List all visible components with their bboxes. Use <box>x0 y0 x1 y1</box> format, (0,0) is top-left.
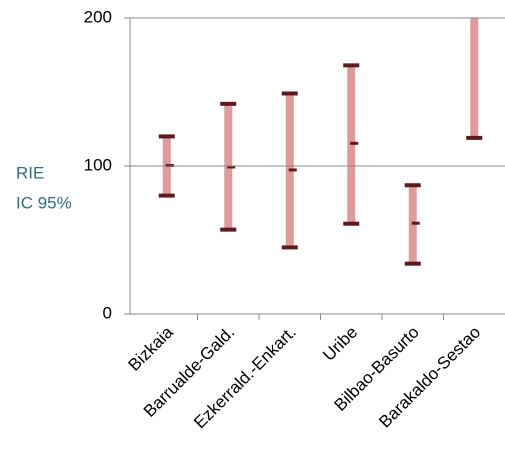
estimate-marker <box>227 165 236 169</box>
estimate-marker <box>350 141 359 145</box>
low-marker <box>281 245 298 250</box>
high-marker <box>220 101 237 106</box>
high-marker <box>404 183 421 188</box>
estimate-marker <box>411 221 420 225</box>
y-axis-title: RIE <box>16 163 44 182</box>
low-marker <box>404 261 421 266</box>
y-tick-label: 200 <box>84 7 112 26</box>
estimate-marker <box>473 1 481 4</box>
estimate-marker <box>288 168 297 172</box>
range-bar <box>470 18 479 138</box>
low-marker <box>466 135 483 140</box>
high-marker <box>158 134 175 139</box>
y-tick-label: 100 <box>84 155 112 174</box>
y-tick-label: 0 <box>103 303 112 322</box>
x-tick-label: Bizkaia <box>125 322 178 375</box>
x-tick-label: Ezkerrald.-Enkart. <box>190 323 300 433</box>
y-axis-title: IC 95% <box>16 193 72 212</box>
low-marker <box>158 193 175 198</box>
low-marker <box>220 227 237 232</box>
high-marker <box>343 63 360 68</box>
low-marker <box>343 221 360 226</box>
high-marker <box>281 91 298 96</box>
plot-area <box>158 1 483 266</box>
x-tick-label: Uribe <box>319 323 361 365</box>
